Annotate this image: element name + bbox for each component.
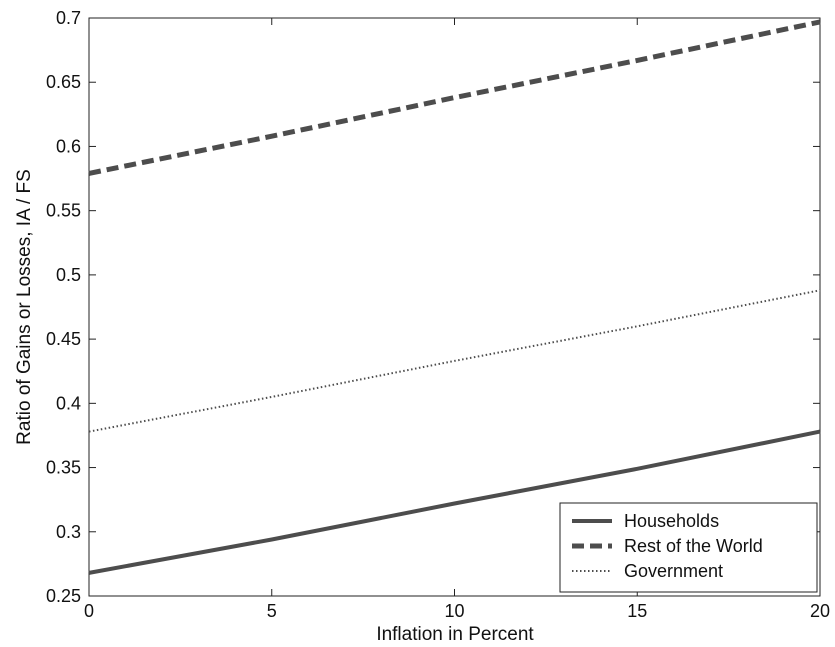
x-tick-label: 5 [267, 601, 277, 621]
y-tick-labels: 0.25 0.3 0.35 0.4 0.45 0.5 0.55 0.6 0.65 0.7 [46, 8, 81, 606]
y-tick-label: 0.7 [56, 8, 81, 28]
x-tick-label: 10 [444, 601, 464, 621]
y-tick-label: 0.5 [56, 265, 81, 285]
x-tick-label: 15 [627, 601, 647, 621]
x-tick-label: 20 [810, 601, 830, 621]
y-tick-label: 0.45 [46, 329, 81, 349]
legend: Households Rest of the World Government [559, 502, 818, 593]
x-axis-label: Inflation in Percent [376, 624, 534, 645]
y-tick-label: 0.65 [46, 72, 81, 92]
series-layer [88, 19, 821, 575]
series-line-rest-of-the-world [88, 19, 821, 176]
x-tick-label: 0 [84, 601, 94, 621]
y-tick-label: 0.25 [46, 586, 81, 606]
legend-label-government: Government [624, 561, 723, 581]
x-tick-labels: 0 5 10 15 20 [84, 601, 830, 621]
y-tick-label: 0.55 [46, 201, 81, 221]
axis-ticks [88, 17, 821, 597]
y-tick-label: 0.6 [56, 136, 81, 156]
legend-label-rest-of-world: Rest of the World [624, 536, 763, 556]
legend-box [559, 502, 818, 593]
y-tick-label: 0.3 [56, 522, 81, 542]
y-tick-label: 0.4 [56, 393, 81, 413]
series-line-government [88, 289, 821, 433]
series-line-households [88, 429, 821, 575]
legend-label-households: Households [624, 511, 719, 531]
y-tick-label: 0.35 [46, 458, 81, 478]
plot-area [88, 17, 821, 597]
y-axis-label: Ratio of Gains or Losses, IA / FS [14, 169, 35, 445]
